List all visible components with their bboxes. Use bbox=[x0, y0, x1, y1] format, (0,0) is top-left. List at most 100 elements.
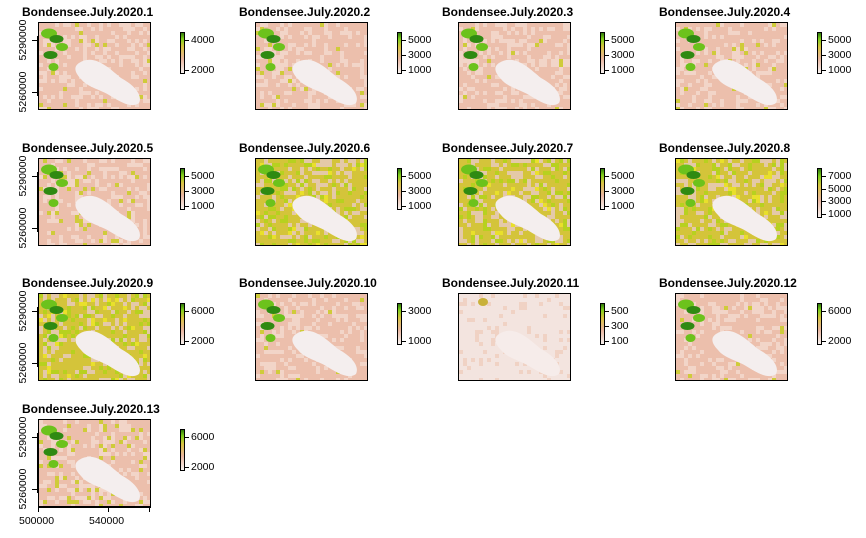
legend-colorbar bbox=[180, 32, 185, 74]
raster-cell bbox=[559, 107, 563, 109]
raster-cell bbox=[344, 59, 348, 63]
raster-cell bbox=[67, 444, 71, 448]
raster-cell bbox=[680, 63, 684, 67]
raster-cell bbox=[111, 432, 115, 436]
raster-cell bbox=[63, 496, 67, 500]
raster-cell bbox=[91, 239, 95, 243]
raster-cell bbox=[47, 464, 51, 468]
raster-cell bbox=[547, 243, 551, 245]
raster-cell bbox=[780, 195, 784, 199]
raster-cell bbox=[360, 195, 364, 199]
raster-cell bbox=[676, 179, 680, 183]
raster-cell bbox=[776, 171, 780, 175]
raster-cell bbox=[748, 239, 752, 243]
raster-cell bbox=[111, 440, 115, 444]
raster-cell bbox=[348, 31, 352, 35]
raster-cell bbox=[87, 310, 91, 314]
raster-cell bbox=[272, 362, 276, 366]
raster-cell bbox=[83, 179, 87, 183]
raster-cell bbox=[272, 195, 276, 199]
raster-cell bbox=[547, 298, 551, 302]
raster-cell bbox=[680, 67, 684, 71]
legend-tick-label: 5000 bbox=[611, 34, 635, 46]
raster-cell bbox=[756, 318, 760, 322]
raster-cell bbox=[43, 318, 47, 322]
raster-cell bbox=[304, 358, 308, 362]
raster-cell bbox=[531, 171, 535, 175]
raster-cell bbox=[75, 223, 79, 227]
raster-cell bbox=[107, 322, 111, 326]
legend-tick-label: 7000 bbox=[828, 170, 852, 182]
raster-cell bbox=[736, 107, 740, 109]
raster-cell bbox=[119, 203, 123, 207]
legend-tick bbox=[822, 311, 826, 312]
raster-cell bbox=[551, 207, 555, 211]
lake-area bbox=[495, 59, 560, 106]
legend-colorbar bbox=[817, 168, 822, 218]
raster-cell bbox=[459, 350, 463, 354]
raster-cell bbox=[784, 318, 787, 322]
legend-tick bbox=[402, 311, 406, 312]
raster-cell bbox=[772, 43, 776, 47]
raster-cell bbox=[459, 215, 463, 219]
raster-cell bbox=[732, 183, 736, 187]
raster-cell bbox=[312, 322, 316, 326]
raster-cell bbox=[43, 95, 47, 99]
raster-cell bbox=[127, 468, 131, 472]
raster-cell bbox=[260, 334, 264, 338]
raster-cell bbox=[360, 71, 364, 75]
raster-cell bbox=[316, 239, 320, 243]
raster-cell bbox=[135, 51, 139, 55]
lake-area bbox=[712, 195, 777, 242]
raster-cell bbox=[768, 195, 772, 199]
raster-cell bbox=[67, 310, 71, 314]
y-axis-line bbox=[37, 307, 38, 367]
raster-cell bbox=[463, 47, 467, 51]
raster-cell bbox=[740, 298, 744, 302]
raster-cell bbox=[336, 314, 340, 318]
raster-cell bbox=[71, 338, 75, 342]
raster-cell bbox=[284, 59, 288, 63]
raster-cell bbox=[547, 378, 551, 380]
raster-cell bbox=[147, 456, 150, 460]
raster-cell bbox=[756, 294, 760, 298]
raster-cell bbox=[127, 187, 131, 191]
raster-cell bbox=[300, 183, 304, 187]
raster-cell bbox=[551, 167, 555, 171]
raster-cell bbox=[316, 107, 320, 109]
raster-cell bbox=[539, 239, 543, 243]
raster-cell bbox=[284, 314, 288, 318]
legend-tick-label: 1000 bbox=[408, 64, 432, 76]
raster-cell bbox=[704, 191, 708, 195]
raster-cell bbox=[704, 99, 708, 103]
raster-cell bbox=[463, 175, 467, 179]
forest-patch bbox=[43, 51, 58, 59]
raster-cell bbox=[555, 71, 559, 75]
raster-cell bbox=[87, 298, 91, 302]
raster-cell bbox=[91, 322, 95, 326]
raster-cell bbox=[463, 298, 467, 302]
raster-cell bbox=[119, 424, 123, 428]
raster-cell bbox=[475, 195, 479, 199]
raster-cell bbox=[99, 452, 103, 456]
raster-cell bbox=[139, 500, 143, 504]
raster-cell bbox=[328, 175, 332, 179]
raster-cell bbox=[308, 107, 312, 109]
raster-cell bbox=[708, 59, 712, 63]
raster-cell bbox=[328, 167, 332, 171]
raster-cell bbox=[67, 179, 71, 183]
legend-tick-label: 3000 bbox=[408, 49, 432, 61]
raster-cell bbox=[716, 378, 720, 380]
raster-cell bbox=[772, 27, 776, 31]
raster-cell bbox=[111, 191, 115, 195]
raster-cell bbox=[495, 243, 499, 245]
raster-cell bbox=[567, 243, 570, 245]
raster-cell bbox=[784, 326, 787, 330]
raster-cell bbox=[555, 294, 559, 298]
raster-cell bbox=[519, 302, 523, 306]
raster-cell bbox=[352, 63, 356, 67]
raster-cell bbox=[256, 294, 260, 298]
raster-cell bbox=[527, 187, 531, 191]
raster-cell bbox=[79, 302, 83, 306]
raster-cell bbox=[352, 302, 356, 306]
